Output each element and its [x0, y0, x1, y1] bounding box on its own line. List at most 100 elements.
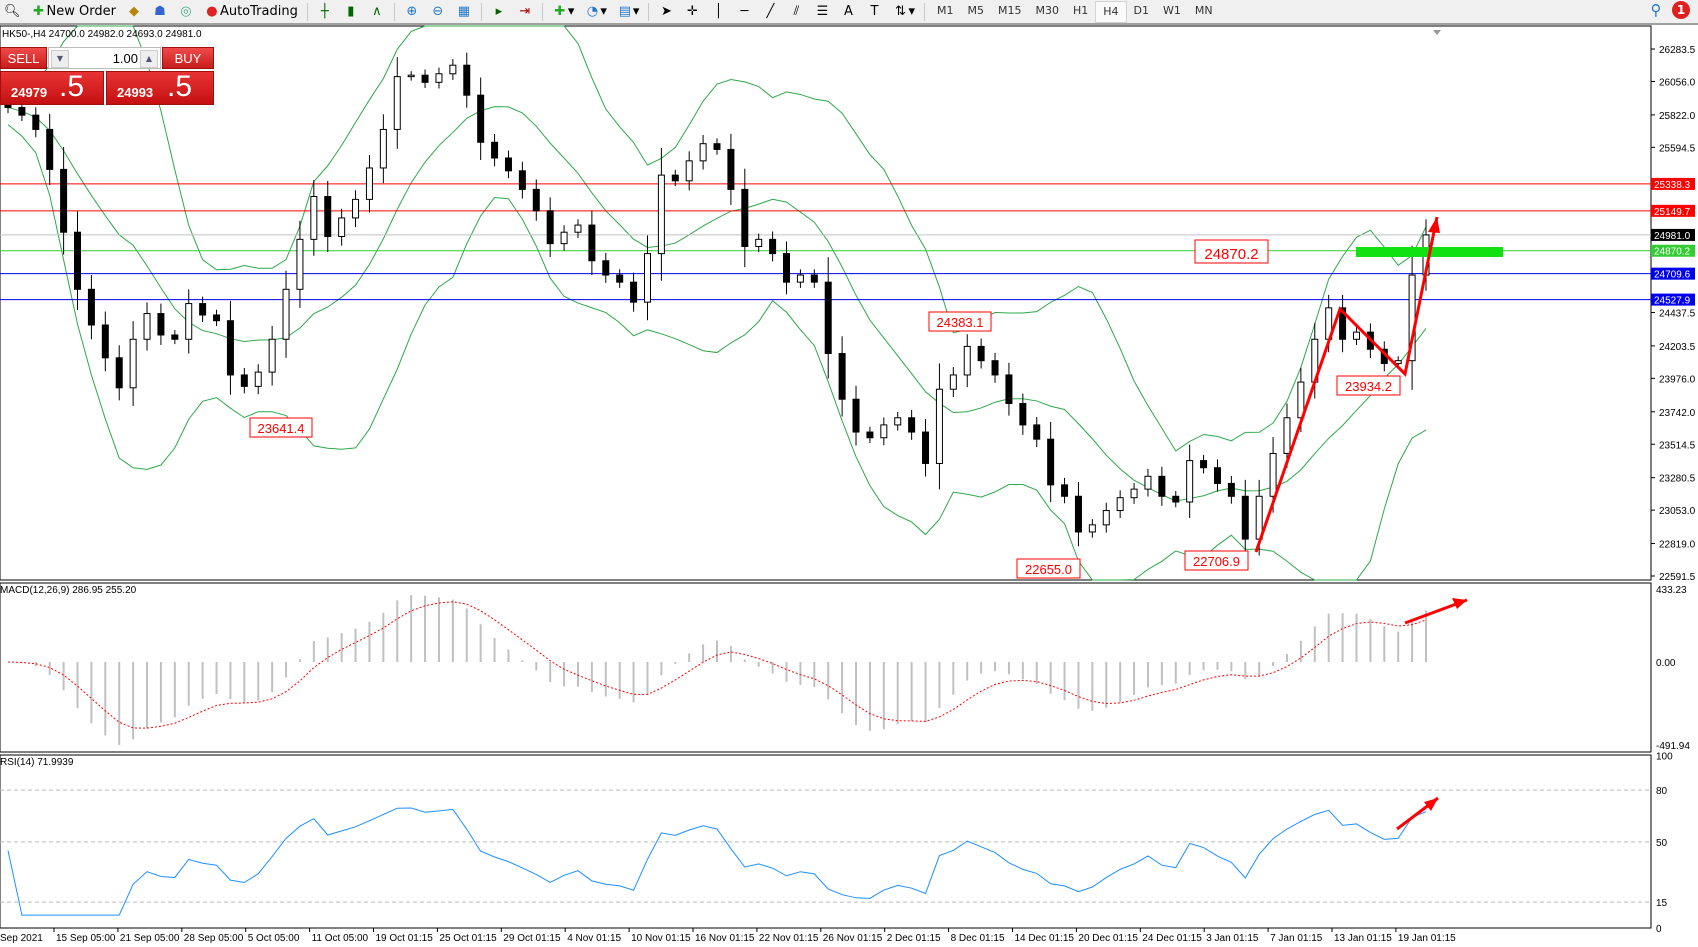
trendline-button[interactable]: ╱: [758, 2, 782, 22]
candle: [87, 275, 95, 340]
indicators-button[interactable]: ✚ ▾: [548, 2, 579, 22]
line-chart-button[interactable]: ∧: [365, 2, 389, 22]
zoom-icon[interactable]: 🔍︎: [4, 4, 21, 19]
timeframe-m1[interactable]: M1: [936, 4, 954, 17]
chart-shift-button[interactable]: ⇥: [513, 2, 537, 22]
chart-shift-marker-icon: [1433, 30, 1441, 35]
candle: [1130, 483, 1138, 504]
cursor-icon: ➤: [660, 3, 672, 19]
sell-button[interactable]: SELL: [0, 47, 47, 69]
timeframe-h4[interactable]: H4: [1095, 0, 1127, 23]
time-axis-label: 16 Nov 01:15: [695, 933, 755, 944]
candle-body: [504, 157, 512, 172]
crosshair-button[interactable]: ✛: [680, 2, 704, 22]
candle-body: [783, 253, 791, 283]
candle: [129, 321, 137, 406]
price-annotation: 22706.9: [1184, 550, 1249, 571]
zoom-in-button[interactable]: ⊕: [400, 2, 424, 22]
timeframe-bar: M1 M5 M15 M30 H1 H4 D1 W1 MN: [930, 0, 1220, 23]
candle: [574, 219, 582, 238]
candle-body: [560, 231, 568, 245]
macd-label: MACD(12,26,9) 286.95 255.20: [0, 585, 137, 596]
candle-body: [1019, 402, 1027, 426]
candle: [991, 352, 999, 383]
bollinger-middle: [7, 106, 1427, 502]
candle-body: [185, 303, 193, 340]
timeframe-m5[interactable]: M5: [967, 4, 984, 17]
candle-body: [1158, 475, 1166, 497]
lot-size-value[interactable]: 1.00: [112, 51, 138, 66]
search-icon[interactable]: ⚲: [1650, 1, 1662, 19]
annotation-box: [928, 311, 992, 332]
candle: [1283, 403, 1291, 468]
text-label-icon: T: [870, 3, 879, 19]
autotrading-button[interactable]: ● AutoTrading: [200, 2, 302, 22]
equidistant-channel-button[interactable]: ⫽: [784, 2, 808, 22]
lot-decrease-button[interactable]: ▼: [51, 50, 69, 68]
lot-increase-button[interactable]: ▲: [140, 50, 158, 68]
timeframe-m30[interactable]: M30: [1035, 4, 1059, 17]
horizontal-line-icon: ─: [740, 3, 749, 19]
candle: [1339, 294, 1347, 353]
candle-body: [1200, 460, 1208, 469]
candle-body: [240, 374, 248, 387]
price-axis-label: 25594.5: [1659, 143, 1696, 154]
candle-body: [880, 424, 888, 439]
tile-windows-button[interactable]: ▦: [452, 2, 476, 22]
sell-price-button[interactable]: 24979 .5: [0, 70, 104, 105]
candle-body: [1352, 331, 1360, 340]
annotation-text: 22706.9: [1193, 554, 1240, 569]
cursor-button[interactable]: ➤: [654, 2, 678, 22]
buy-price-button[interactable]: 24993 .5: [106, 70, 214, 105]
navigator-button[interactable]: ☗: [148, 2, 172, 22]
hline-label-bg: [1651, 177, 1695, 190]
metaeditor-button[interactable]: ◆: [122, 2, 146, 22]
zoom-out-button[interactable]: ⊖: [426, 2, 450, 22]
candle: [852, 385, 860, 446]
candle-body: [741, 188, 749, 247]
candle-body: [282, 288, 290, 340]
timeframe-m15[interactable]: M15: [997, 4, 1022, 17]
timeframe-mn[interactable]: MN: [1194, 4, 1213, 17]
candle-body: [338, 217, 346, 237]
candle: [393, 57, 401, 149]
candle-body: [1102, 510, 1110, 526]
hline-label-bg: [1651, 228, 1695, 241]
price-axis-label: 23742.0: [1659, 408, 1696, 419]
templates-button[interactable]: ▤ ▾: [618, 3, 640, 20]
new-order-button[interactable]: ✚ New Order: [27, 2, 120, 22]
candle: [32, 107, 40, 138]
candle-body: [352, 198, 360, 219]
periods-button[interactable]: ◔ ▾: [580, 2, 611, 22]
bar-chart-button[interactable]: ┼: [313, 2, 337, 22]
arrows-button[interactable]: ⇅ ▾: [888, 2, 919, 22]
timeframe-w1[interactable]: W1: [1163, 4, 1181, 17]
horizontal-line-button[interactable]: ─: [732, 2, 756, 22]
autotrading-icon: ●: [206, 3, 218, 19]
hline-price-label: 24981.0: [1651, 228, 1695, 242]
signals-button[interactable]: ◎: [174, 2, 198, 22]
candle: [866, 426, 874, 444]
candle-chart-button[interactable]: ▮: [339, 2, 363, 22]
candle: [977, 338, 985, 369]
price-annotation: 23641.4: [249, 417, 313, 438]
text-label-button[interactable]: T: [862, 2, 886, 22]
candle: [922, 419, 930, 477]
vertical-line-button[interactable]: │: [706, 2, 730, 22]
annotation-box: [1336, 375, 1401, 396]
candle-body: [796, 274, 804, 283]
sell-price-pips: .5: [59, 70, 85, 103]
text-button[interactable]: A: [836, 2, 860, 22]
time-axis-label: 14 Dec 01:15: [1015, 933, 1075, 944]
timeframe-d1[interactable]: D1: [1133, 4, 1149, 17]
timeframe-h1[interactable]: H1: [1072, 4, 1089, 17]
lot-size-input[interactable]: ▼ 1.00 ▲: [48, 47, 161, 69]
fibonacci-button[interactable]: ☰: [810, 2, 834, 22]
notification-badge[interactable]: 1: [1672, 1, 1690, 19]
candle-body: [769, 238, 777, 255]
auto-scroll-button[interactable]: ▸: [487, 2, 511, 22]
clock-icon: ◔: [586, 3, 599, 19]
candle-body: [532, 188, 540, 212]
buy-button[interactable]: BUY: [162, 47, 214, 69]
